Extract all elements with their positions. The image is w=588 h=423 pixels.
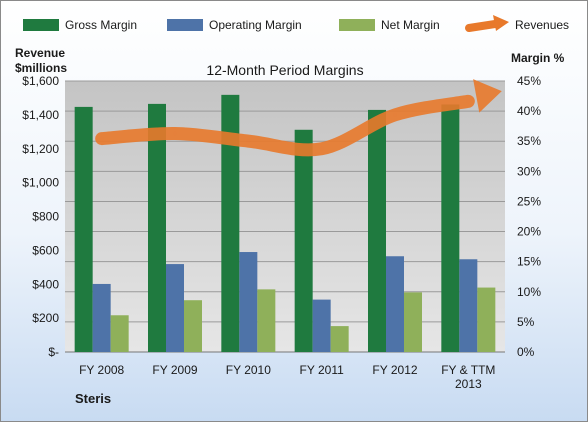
plot-area [65, 81, 505, 352]
net-margin-bar [330, 326, 349, 352]
left-tick-label: $200 [32, 311, 59, 325]
x-tick-label: FY & TTM [441, 363, 495, 377]
net-margin-legend-swatch [339, 19, 375, 31]
right-tick-label: 0% [517, 345, 535, 359]
left-axis-label-line2: $millions [15, 61, 67, 75]
x-tick-label: FY 2009 [152, 363, 197, 377]
x-tick-label: FY 2011 [300, 363, 345, 377]
operating-margin-bar [92, 283, 111, 352]
right-tick-label: 30% [517, 164, 541, 178]
net-margin-bar [184, 300, 202, 352]
gross-margin-bar [221, 94, 240, 353]
left-axis-label-line1: Revenue [15, 46, 65, 60]
operating-margin-bar [459, 259, 478, 352]
left-tick-label: $1,000 [22, 176, 59, 190]
net-margin-bar [477, 287, 496, 352]
operating-margin-legend-label: Operating Margin [209, 18, 302, 32]
left-tick-label: $1,200 [22, 142, 59, 156]
revenue-point [246, 139, 250, 143]
revenue-trend-line [95, 94, 475, 157]
revenues-legend-swatch [465, 20, 499, 32]
net-margin-bar [110, 315, 129, 352]
revenue-point [100, 137, 104, 141]
company-label: Steris [75, 391, 111, 406]
operating-margin-bar [239, 252, 258, 352]
right-tick-label: 35% [517, 134, 541, 148]
operating-margin-bar [166, 264, 184, 352]
right-tick-label: 20% [517, 225, 541, 239]
left-tick-label: $- [48, 345, 59, 359]
x-tick-label-line2: 2013 [455, 377, 482, 391]
right-axis-label: Margin % [511, 51, 565, 65]
gross-margin-bar [148, 103, 166, 352]
left-tick-label: $600 [32, 243, 59, 257]
gross-margin-bar [368, 109, 386, 352]
right-tick-label: 25% [517, 194, 541, 208]
operating-margin-legend-swatch [167, 19, 203, 31]
left-tick-label: $1,400 [22, 108, 59, 122]
right-tick-label: 10% [517, 285, 541, 299]
revenue-point [466, 99, 470, 103]
operating-margin-bar [312, 299, 331, 352]
chart-title: 12-Month Period Margins [206, 62, 363, 78]
right-tick-label: 45% [517, 74, 541, 88]
revenue-point [173, 132, 177, 136]
gross-margin-legend-label: Gross Margin [65, 18, 137, 32]
revenue-point [320, 147, 324, 151]
x-tick-label: FY 2012 [372, 363, 417, 377]
gross-margin-bar [74, 106, 93, 352]
right-tick-label: 15% [517, 255, 541, 269]
revenues-legend-arrowhead [493, 15, 509, 31]
right-tick-label: 40% [517, 104, 541, 118]
x-tick-label: FY 2010 [226, 363, 271, 377]
gross-margin-bar [441, 104, 460, 352]
left-tick-label: $800 [32, 210, 59, 224]
gross-margin-bar [294, 129, 313, 352]
net-margin-bar [257, 289, 276, 352]
x-tick-label: FY 2008 [79, 363, 124, 377]
revenue-arrowhead [473, 79, 502, 113]
operating-margin-bar [386, 256, 404, 352]
right-tick-label: 5% [517, 315, 535, 329]
net-margin-bar [404, 292, 422, 352]
gross-margin-legend-swatch [23, 19, 59, 31]
revenues-legend-label: Revenues [515, 18, 569, 32]
left-tick-label: $1,600 [22, 74, 59, 88]
net-margin-legend-label: Net Margin [381, 18, 440, 32]
left-tick-label: $400 [32, 277, 59, 291]
revenue-point [393, 113, 397, 117]
